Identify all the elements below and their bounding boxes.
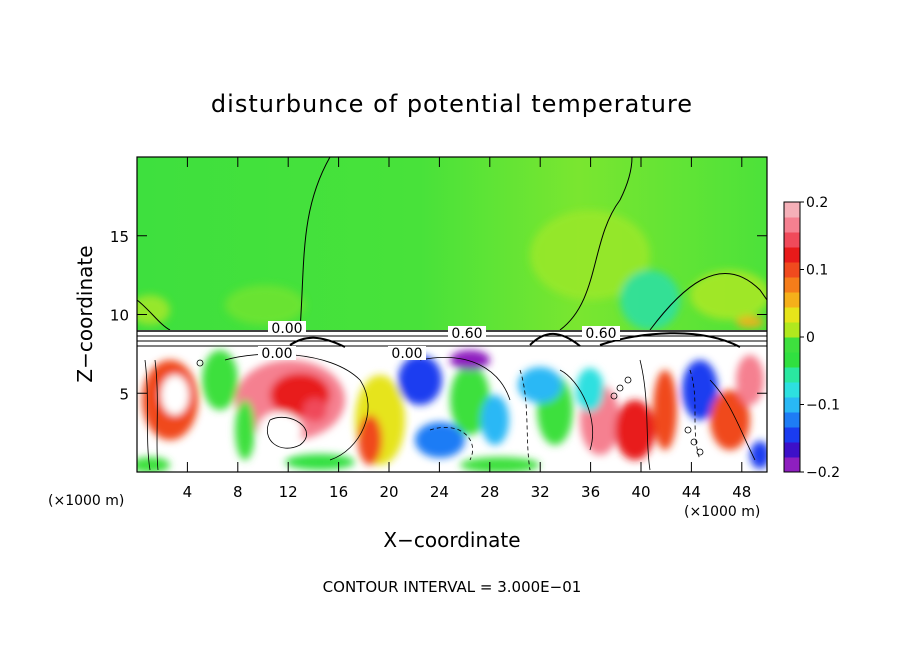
- colorbar-swatch: [784, 232, 800, 248]
- colorbar-swatch: [784, 367, 800, 383]
- y-axis: 5 10 15: [110, 228, 767, 403]
- colorbar-swatch: [784, 247, 800, 263]
- contour-interval-note: CONTOUR INTERVAL = 3.000E−01: [323, 578, 582, 596]
- colorbar-swatch: [784, 382, 800, 398]
- colorbar-swatch: [784, 202, 800, 218]
- colorbar-swatch: [784, 292, 800, 308]
- x-axis: 4 8 12 16 20 24 28 32 36 40 44 48: [183, 157, 751, 501]
- colorbar-swatch: [784, 442, 800, 458]
- colorbar-tick-label: 0.2: [806, 195, 828, 211]
- contour-label: 0.60: [451, 326, 482, 342]
- x-axis-label: X−coordinate: [383, 528, 520, 552]
- x-unit-right: (×1000 m): [684, 504, 760, 520]
- contour-label: 0.00: [271, 321, 302, 337]
- colorbar-swatch: [784, 427, 800, 443]
- colorbar-swatch: [784, 217, 800, 233]
- colorbar: [783, 201, 801, 473]
- colorbar-ticks: 0.2 0.1 0 −0.1 −0.2: [800, 195, 840, 481]
- y-axis-label: Z−coordinate: [73, 245, 97, 382]
- chart-title: disturbunce of potential temperature: [211, 90, 693, 118]
- x-tick-label: 16: [329, 483, 348, 501]
- x-tick-label: 44: [682, 483, 701, 501]
- contour-label: 0.00: [391, 346, 422, 362]
- colorbar-swatch: [784, 307, 800, 323]
- colorbar-swatch: [784, 412, 800, 428]
- colorbar-tick-label: 0: [806, 330, 815, 346]
- x-tick-label: 20: [379, 483, 398, 501]
- contour-label: 0.60: [585, 326, 616, 342]
- colorbar-swatch: [784, 397, 800, 413]
- y-tick-label: 5: [119, 385, 129, 403]
- colorbar-swatch: [784, 262, 800, 278]
- x-tick-label: 36: [581, 483, 600, 501]
- x-tick-label: 48: [732, 483, 751, 501]
- colorbar-swatch: [784, 337, 800, 353]
- x-tick-label: 4: [183, 483, 193, 501]
- x-tick-label: 40: [631, 483, 650, 501]
- x-tick-label: 12: [279, 483, 298, 501]
- colorbar-swatch: [784, 322, 800, 338]
- x-tick-label: 32: [531, 483, 550, 501]
- y-tick-label: 10: [110, 307, 129, 325]
- colorbar-swatch: [784, 277, 800, 293]
- colorbar-swatch: [784, 352, 800, 368]
- colorbar-swatch: [784, 457, 800, 473]
- colorbar-tick-label: −0.2: [806, 465, 840, 481]
- x-tick-label: 24: [430, 483, 449, 501]
- heatmap-field: [137, 157, 767, 472]
- x-unit-left: (×1000 m): [48, 493, 124, 509]
- x-tick-label: 28: [480, 483, 499, 501]
- x-tick-label: 8: [233, 483, 243, 501]
- colorbar-tick-label: 0.1: [806, 263, 828, 279]
- contour-label: 0.00: [261, 346, 292, 362]
- colorbar-tick-label: −0.1: [806, 398, 840, 414]
- y-tick-label: 15: [110, 228, 129, 246]
